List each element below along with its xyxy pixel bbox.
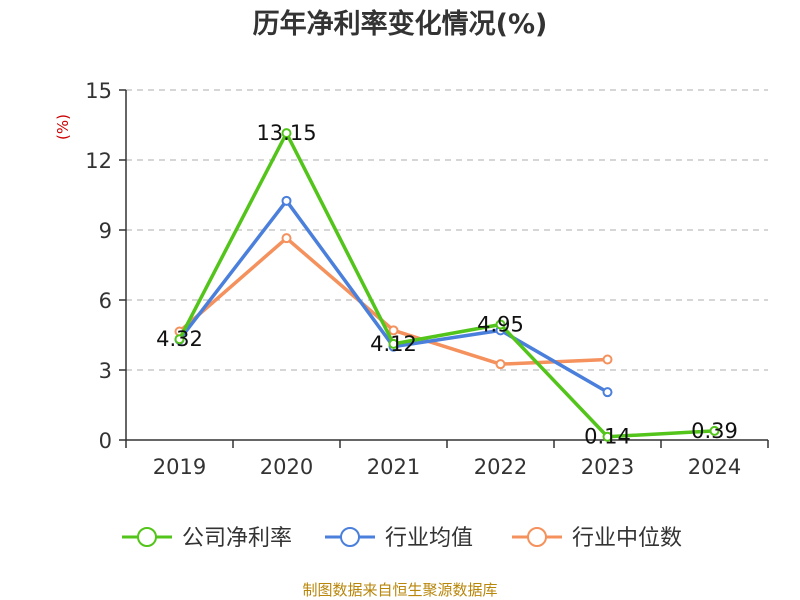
- y-tick-label: 3: [99, 359, 112, 383]
- x-tick-label: 2022: [474, 455, 527, 479]
- data-point: [602, 431, 613, 442]
- legend-marker: [340, 527, 360, 547]
- x-axis: 2019 2020 2021 2022 2023 2024: [125, 439, 769, 479]
- y-tick-label: 9: [99, 219, 112, 243]
- legend: 公司净利率 行业均值 行业中位数: [122, 526, 682, 551]
- data-point: [174, 334, 185, 345]
- legend-item-0: 公司净利率: [122, 526, 292, 551]
- x-tick-label: 2019: [153, 455, 206, 479]
- grid-lines: [126, 89, 768, 371]
- y-tick-label: 15: [85, 79, 112, 103]
- data-point: [281, 128, 292, 139]
- legend-item-1: 行业均值: [325, 526, 473, 551]
- data-label: 13.15: [256, 121, 316, 145]
- legend-label: 行业均值: [385, 526, 473, 551]
- x-tick-label: 2023: [581, 455, 634, 479]
- y-tick-label: 0: [99, 429, 112, 453]
- chart-title: 历年净利率变化情况(%): [253, 8, 548, 40]
- x-tick-label: 2021: [367, 455, 420, 479]
- data-point: [602, 387, 613, 398]
- legend-marker: [137, 527, 157, 547]
- x-tick-label: 2024: [688, 455, 741, 479]
- data-point: [709, 425, 720, 436]
- x-tick-label: 2020: [260, 455, 313, 479]
- y-axis: 0 3 6 9 12 15: [85, 79, 127, 453]
- legend-label: 行业中位数: [572, 526, 682, 551]
- data-label: 0.14: [584, 425, 631, 449]
- series-line: [177, 131, 715, 439]
- y-tick-label: 12: [85, 149, 112, 173]
- legend-item-2: 行业中位数: [512, 526, 682, 551]
- series-1: [174, 195, 613, 398]
- data-point: [388, 325, 399, 336]
- data-label: 4.95: [477, 313, 524, 337]
- data-label: 4.12: [370, 332, 417, 356]
- data-point: [495, 359, 506, 370]
- series-0: [174, 128, 720, 442]
- source-note: 制图数据来自恒生聚源数据库: [302, 581, 497, 599]
- data-label: 4.32: [156, 327, 203, 351]
- plot-area: 4.32 13.15 4.12 4.95 0.14 0.39: [156, 121, 738, 449]
- legend-marker: [527, 527, 547, 547]
- data-point: [281, 233, 292, 244]
- data-label: 0.39: [691, 419, 738, 443]
- legend-label: 公司净利率: [182, 526, 292, 551]
- data-point: [281, 195, 292, 206]
- data-point: [388, 338, 399, 349]
- y-tick-label: 6: [99, 289, 112, 313]
- data-point: [602, 354, 613, 365]
- y-axis-unit: (%): [54, 114, 72, 140]
- data-point: [495, 319, 506, 330]
